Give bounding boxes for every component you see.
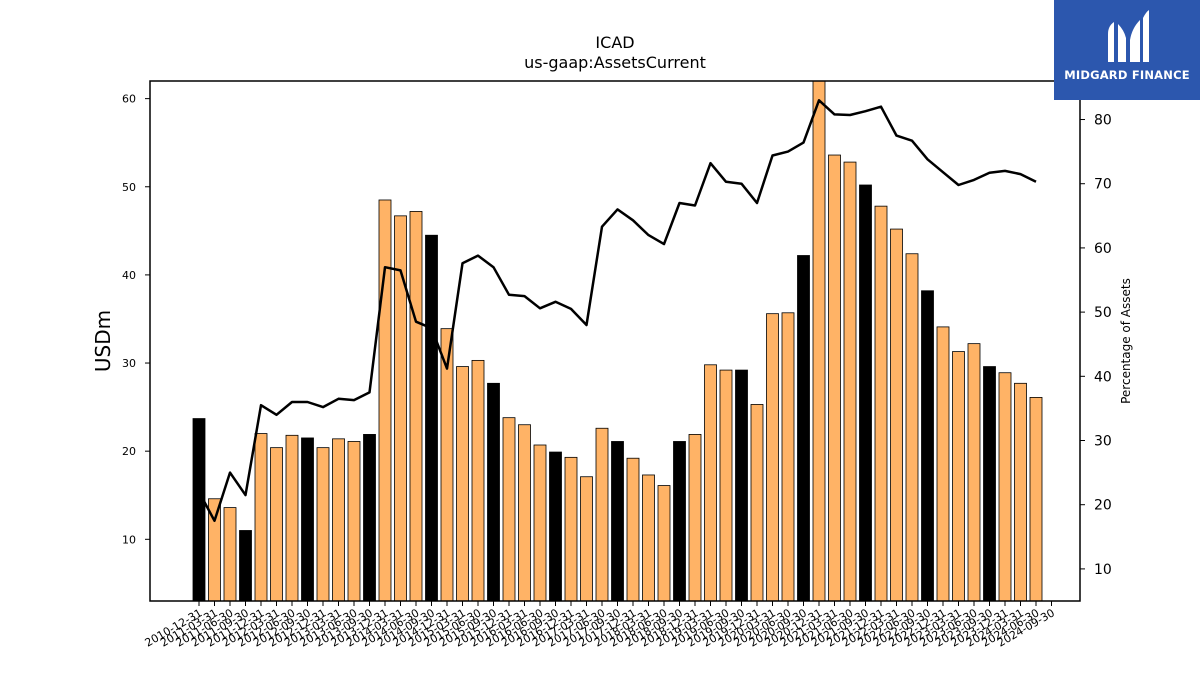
bar bbox=[595, 427, 609, 602]
y2-tick-label: 40 bbox=[1094, 369, 1112, 385]
bar bbox=[270, 447, 283, 602]
bar bbox=[719, 369, 733, 602]
y2-tick-label: 20 bbox=[1094, 498, 1112, 514]
bar bbox=[952, 351, 965, 602]
brand-logo: MIDGARD FINANCE bbox=[1054, 0, 1200, 100]
y-tick-label: 60 bbox=[122, 93, 136, 106]
bar bbox=[890, 228, 903, 602]
bar bbox=[874, 205, 888, 602]
bar bbox=[254, 433, 268, 602]
y-tick-label: 30 bbox=[122, 357, 136, 370]
bar bbox=[239, 530, 252, 602]
bar bbox=[363, 434, 376, 602]
bar bbox=[905, 253, 919, 602]
bar bbox=[828, 154, 841, 602]
x-axis: 2010-12-312011-03-312011-06-302011-09-30… bbox=[143, 601, 1057, 650]
bar bbox=[967, 343, 981, 602]
bar bbox=[502, 417, 516, 602]
bar bbox=[781, 312, 795, 602]
bar bbox=[797, 255, 810, 602]
bar bbox=[704, 364, 717, 602]
bar bbox=[223, 507, 237, 602]
y2-tick-label: 80 bbox=[1094, 113, 1112, 129]
bar bbox=[192, 418, 206, 602]
bar bbox=[347, 441, 361, 602]
bar bbox=[812, 80, 826, 602]
bar bbox=[564, 456, 578, 602]
bar bbox=[1029, 397, 1043, 602]
bar bbox=[611, 441, 624, 602]
bar bbox=[642, 474, 655, 602]
y2-tick-label: 70 bbox=[1094, 177, 1112, 193]
bar bbox=[936, 326, 950, 602]
y-tick-label: 50 bbox=[122, 181, 136, 194]
plot-frame bbox=[149, 80, 1081, 602]
y-axis-left: 10 20 30 40 50 60 bbox=[122, 93, 150, 546]
bar bbox=[673, 441, 686, 602]
bar bbox=[626, 457, 640, 602]
bar bbox=[533, 444, 547, 602]
bar bbox=[921, 290, 934, 602]
bar bbox=[285, 434, 299, 602]
bar bbox=[657, 485, 671, 602]
bar bbox=[580, 476, 593, 602]
bar bbox=[998, 372, 1012, 602]
bar bbox=[843, 161, 857, 602]
bar bbox=[487, 382, 500, 602]
bar bbox=[688, 434, 702, 602]
bar bbox=[766, 313, 779, 602]
y2-tick-label: 60 bbox=[1094, 241, 1112, 257]
y2-tick-label: 30 bbox=[1094, 434, 1112, 450]
bar bbox=[332, 438, 345, 602]
bar bbox=[518, 424, 531, 602]
bar-series bbox=[192, 80, 1043, 602]
brand-name: MIDGARD FINANCE bbox=[1064, 68, 1190, 82]
bar bbox=[378, 199, 392, 602]
bar bbox=[1014, 382, 1027, 602]
bar bbox=[859, 184, 872, 602]
y-tick-label: 10 bbox=[122, 533, 136, 546]
y-tick-label: 40 bbox=[122, 269, 136, 282]
bar bbox=[301, 437, 314, 602]
chart-subtitle: us-gaap:AssetsCurrent bbox=[524, 53, 706, 72]
y-tick-label: 20 bbox=[122, 445, 136, 458]
bar bbox=[983, 366, 996, 602]
bar bbox=[425, 234, 438, 602]
bar bbox=[409, 211, 423, 602]
bar bbox=[750, 404, 764, 602]
y2-tick-label: 10 bbox=[1094, 562, 1112, 578]
bar bbox=[735, 369, 748, 602]
y-axis-right: 10 20 30 40 50 60 70 80 bbox=[1080, 113, 1112, 578]
y-axis-label: USDm bbox=[91, 310, 115, 372]
bar bbox=[549, 451, 562, 602]
percentage-line-series bbox=[197, 99, 1037, 523]
chart-title: ICAD bbox=[595, 33, 634, 52]
bar bbox=[316, 447, 330, 602]
bar bbox=[456, 366, 469, 602]
y2-axis-label: Percentage of Assets bbox=[1119, 278, 1133, 404]
y2-tick-label: 50 bbox=[1094, 305, 1112, 321]
bar bbox=[471, 359, 485, 602]
percentage-line bbox=[197, 99, 1037, 523]
midgard-m-logo-icon bbox=[1108, 10, 1149, 62]
